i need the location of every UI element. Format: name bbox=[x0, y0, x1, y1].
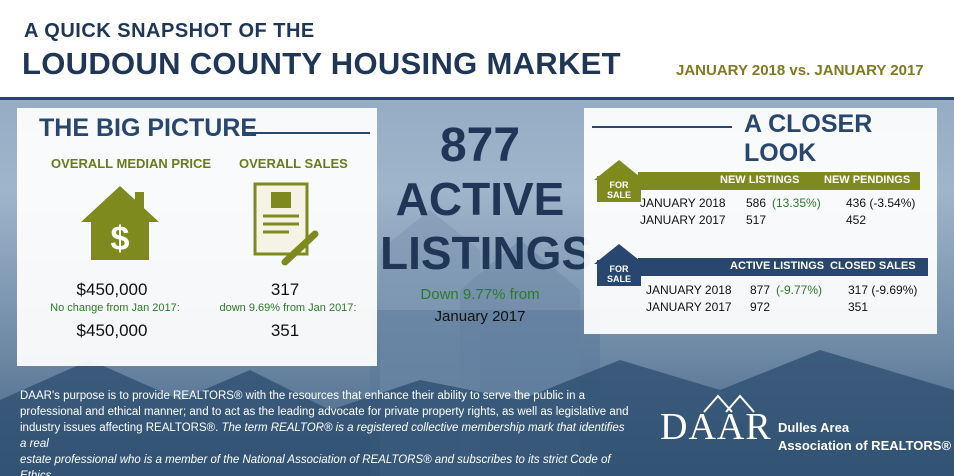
footer-line-4-text: estate professional who is a member of t… bbox=[20, 454, 611, 476]
table2-row1-v1: 877 bbox=[750, 283, 771, 297]
svg-text:SALE: SALE bbox=[607, 190, 631, 200]
sales-prior: 351 bbox=[270, 321, 300, 340]
median-price-heading: OVERALL MEDIAN PRICE bbox=[51, 156, 212, 171]
table2-row1-v2: 317 (-9.69%) bbox=[848, 283, 918, 297]
overall-sales-heading: OVERALL SALES bbox=[239, 156, 348, 171]
table1-row1-v1-change: (13.35%) bbox=[772, 196, 821, 210]
table1-row1-label: JANUARY 2018 bbox=[640, 196, 726, 210]
svg-text:$: $ bbox=[111, 220, 130, 258]
active-word: ACTIVE bbox=[395, 173, 565, 225]
active-listings-number: 877 bbox=[439, 119, 521, 172]
new-listings-header: NEW LISTINGS bbox=[720, 174, 800, 186]
svg-text:SALE: SALE bbox=[607, 274, 631, 284]
header: A QUICK SNAPSHOT OF THE LOUDOUN COUNTY H… bbox=[0, 0, 954, 100]
daar-logo: DAAR bbox=[660, 406, 772, 448]
sales-note: down 9.69% from Jan 2017: bbox=[219, 302, 357, 314]
table1-header-bar: NEW LISTINGS NEW PENDINGS bbox=[638, 172, 920, 190]
new-pendings-header: NEW PENDINGS bbox=[824, 174, 911, 186]
footer-line-2: professional and ethical manner; and to … bbox=[20, 406, 629, 418]
daar-name-line-2: Association of REALTORS® bbox=[778, 438, 952, 453]
active-listings-header: ACTIVE LISTINGS bbox=[730, 260, 825, 272]
table1-row1-v2: 436 (-3.54%) bbox=[846, 196, 916, 210]
big-picture-title: THE BIG PICTURE bbox=[39, 114, 258, 142]
background-houses-illustration bbox=[0, 210, 954, 476]
table2-row2-v1: 972 bbox=[750, 300, 771, 314]
daar-roof-icon bbox=[703, 394, 755, 413]
table2-row1-label: JANUARY 2018 bbox=[646, 283, 732, 297]
section-divider bbox=[242, 132, 370, 134]
footer-line-4: estate professional who is a member of t… bbox=[20, 452, 630, 476]
date-range: JANUARY 2018 vs. JANUARY 2017 bbox=[676, 62, 924, 79]
footer-line-3a: industry issues affecting REALTORS®. bbox=[20, 422, 219, 434]
footer-line-3b: The term REALTOR® is a registered collec… bbox=[20, 422, 625, 450]
footer-disclaimer: DAAR's purpose is to provide REALTORS® w… bbox=[20, 388, 630, 476]
for-sale-sign-icon: FOR SALE bbox=[594, 160, 644, 202]
for-sale-sign-icon: FOR SALE bbox=[594, 244, 644, 286]
table1-row2-label: JANUARY 2017 bbox=[640, 213, 726, 227]
sales-value: 317 bbox=[270, 280, 300, 299]
active-listings-change: Down 9.77% from bbox=[420, 286, 540, 303]
house-dollar-icon: $ bbox=[81, 186, 159, 260]
table2-row2-label: JANUARY 2017 bbox=[646, 300, 732, 314]
footer-line-1: DAAR's purpose is to provide REALTORS® w… bbox=[20, 390, 586, 402]
closer-look-panel: A CLOSER LOOK FOR SALE NEW LISTINGS NEW … bbox=[584, 108, 937, 334]
listings-word: LISTINGS bbox=[380, 227, 593, 279]
table2-row1-v1-change: (-9.77%) bbox=[776, 283, 823, 297]
table2-row2-v2: 351 bbox=[848, 300, 869, 314]
footer-line-3: industry issues affecting REALTORS®. The… bbox=[20, 420, 630, 452]
active-listings-period: January 2017 bbox=[434, 308, 526, 325]
table1-row2-v1: 517 bbox=[746, 213, 767, 227]
closed-sales-header: CLOSED SALES bbox=[830, 260, 916, 272]
section-divider bbox=[592, 126, 732, 128]
median-price-note: No change from Jan 2017: bbox=[50, 302, 180, 314]
header-subtitle: A QUICK SNAPSHOT OF THE bbox=[24, 20, 315, 42]
table2-header-bar: ACTIVE LISTINGS CLOSED SALES bbox=[638, 258, 928, 276]
contract-document-icon bbox=[253, 182, 319, 266]
median-price-prior: $450,000 bbox=[76, 321, 148, 340]
closer-look-title: A CLOSER LOOK bbox=[744, 110, 873, 167]
table1-row1-v1: 586 bbox=[746, 196, 767, 210]
svg-text:FOR: FOR bbox=[610, 264, 629, 274]
header-title: LOUDOUN COUNTY HOUSING MARKET bbox=[22, 46, 621, 81]
daar-name-line-1: Dulles Area bbox=[778, 420, 850, 435]
table1-row2-v2: 452 bbox=[846, 213, 867, 227]
big-picture-panel: THE BIG PICTURE OVERALL MEDIAN PRICE OVE… bbox=[17, 108, 377, 366]
median-price-value: $450,000 bbox=[76, 280, 148, 299]
svg-text:FOR: FOR bbox=[610, 180, 629, 190]
